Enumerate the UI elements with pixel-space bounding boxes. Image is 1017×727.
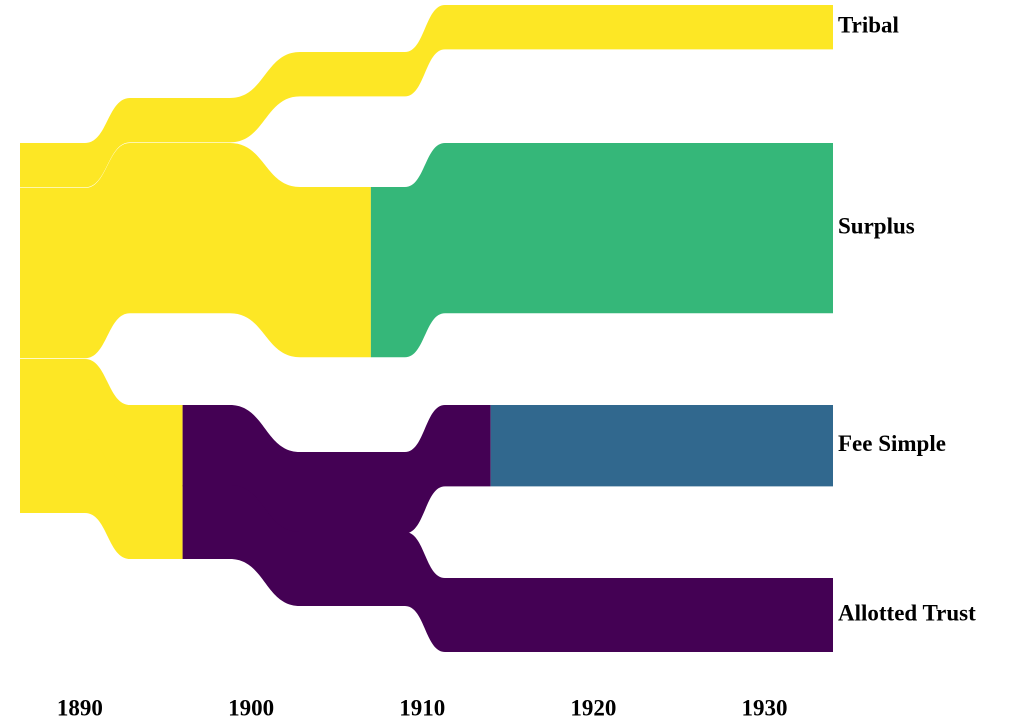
- series-label: Fee Simple: [838, 431, 946, 456]
- x-tick-label: 1930: [742, 695, 788, 720]
- flow-ribbon: [20, 439, 183, 559]
- x-tick-label: 1890: [57, 695, 103, 720]
- flow-ribbon: [20, 143, 371, 359]
- flow-ribbon: [182, 405, 491, 534]
- series-label: Surplus: [838, 213, 915, 238]
- flow-ribbon: [20, 359, 183, 487]
- series-label: Tribal: [838, 12, 899, 37]
- flow-ribbon: [182, 485, 833, 652]
- flow-ribbon: [490, 405, 833, 487]
- x-tick-label: 1920: [570, 695, 616, 720]
- flow-ribbon: [20, 5, 833, 188]
- series-label: Allotted Trust: [838, 600, 976, 625]
- flow-ribbon: [370, 143, 833, 358]
- x-tick-label: 1900: [228, 695, 274, 720]
- x-tick-label: 1910: [399, 695, 445, 720]
